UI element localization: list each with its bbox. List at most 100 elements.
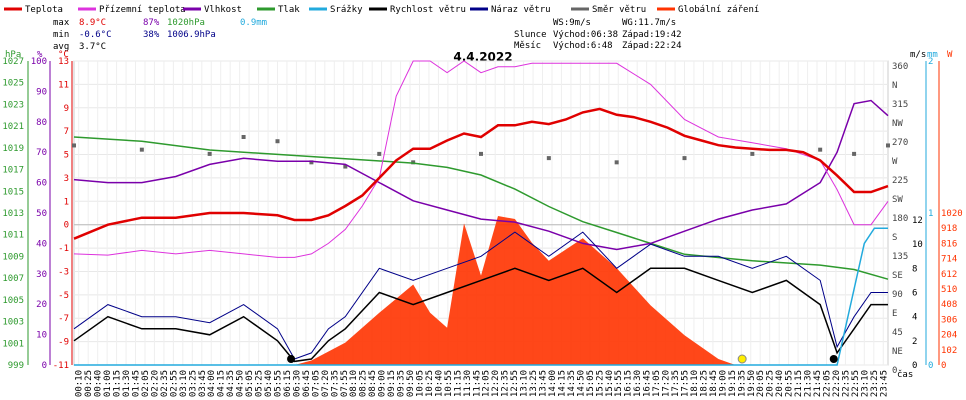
- c-tick-label: -9: [58, 338, 69, 348]
- point-smer-vetru: [546, 156, 551, 161]
- pct-tick-label: 0: [42, 361, 47, 371]
- axis-title-c: °C: [58, 50, 69, 60]
- time-tick-label: 11:45: [472, 370, 482, 397]
- time-tick-label: 00:25: [84, 370, 94, 397]
- point-smer-vetru: [852, 151, 857, 156]
- time-tick-label: 16:15: [624, 370, 634, 397]
- time-tick-label: 05:25: [255, 370, 265, 397]
- moon-rise: Východ:6:48: [553, 41, 613, 51]
- hpa-tick-label: 1023: [2, 100, 24, 110]
- time-tick-label: 20:25: [766, 370, 776, 397]
- time-tick-label: 23:25: [870, 370, 880, 397]
- mm-tick-label: 2: [928, 57, 933, 67]
- legend-label-smer-vetru: Směr větru: [592, 5, 646, 15]
- hpa-tick-label: 1009: [2, 252, 24, 262]
- time-tick-label: 21:30: [804, 370, 814, 397]
- time-tick-label: 04:35: [226, 370, 236, 397]
- time-tick-label: 12:35: [501, 370, 511, 397]
- time-tick-label: 17:55: [681, 370, 691, 397]
- time-tick-label: 13:10: [520, 370, 530, 397]
- ms-tick-label: 0: [912, 361, 917, 371]
- dir-tick-label: NE: [892, 347, 903, 357]
- time-tick-label: 04:15: [217, 370, 227, 397]
- time-tick-label: 08:45: [368, 370, 378, 397]
- series-tlak: [73, 136, 889, 280]
- time-tick-label: 14:00: [548, 370, 558, 397]
- stats-max-label: max: [53, 18, 70, 28]
- time-tick-label: 15:05: [586, 370, 596, 397]
- time-tick-label: 17:05: [652, 370, 662, 397]
- time-tick-label: 10:25: [425, 370, 435, 397]
- time-tick-label: 05:55: [274, 370, 284, 397]
- ms-tick-label: 8: [912, 264, 917, 274]
- time-tick-label: 13:25: [529, 370, 539, 397]
- point-smer-vetru: [411, 160, 416, 165]
- time-tick-label: 13:45: [539, 370, 549, 397]
- time-tick-label: 10:05: [415, 370, 425, 397]
- sun-label: Slunce: [514, 30, 547, 40]
- time-tick-label: 15:40: [605, 370, 615, 397]
- dir-tick-label: N: [892, 81, 897, 91]
- pct-tick-label: 30: [36, 270, 47, 280]
- w-tick-label: 204: [941, 331, 957, 341]
- stats-avg-temp: 3.7°C: [79, 42, 106, 52]
- hpa-tick-label: 999: [8, 361, 24, 371]
- point-smer-vetru: [377, 151, 382, 156]
- stats-min-temp: -0.6°C: [79, 30, 112, 40]
- stats-min-label: min: [53, 30, 69, 40]
- time-tick-label: 01:15: [113, 370, 123, 397]
- time-tick-label: 23:10: [860, 370, 870, 397]
- c-tick-label: -5: [58, 291, 69, 301]
- time-tick-label: 04:00: [207, 370, 217, 397]
- time-tick-label: 19:00: [718, 370, 728, 397]
- point-smer-vetru: [343, 164, 348, 169]
- time-tick-label: 22:35: [841, 370, 851, 397]
- pct-tick-label: 100: [31, 57, 47, 67]
- time-tick-label: 12:55: [510, 370, 520, 397]
- w-tick-label: 1020: [941, 209, 963, 219]
- legend: Teplota Přízemní teplota Vlhkost Tlak Sr…: [4, 5, 759, 15]
- series-vlhkost: [73, 99, 889, 251]
- pct-tick-label: 10: [36, 331, 47, 341]
- time-tick-label: 05:05: [245, 370, 255, 397]
- time-tick-label: 01:00: [103, 370, 113, 397]
- time-tick-label: 02:20: [150, 370, 160, 397]
- point-smer-vetru: [309, 160, 314, 165]
- wind-speed-max: WS:9m/s: [553, 18, 591, 28]
- hpa-tick-label: 1001: [2, 339, 24, 349]
- stats-max-temp: 8.9°C: [79, 18, 106, 28]
- time-tick-label: 14:15: [557, 370, 567, 397]
- dir-tick-label: 180: [892, 214, 908, 224]
- w-tick-label: 714: [941, 255, 957, 265]
- series-layer: [72, 60, 890, 366]
- stats-block: max 8.9°C 87% 1020hPa 0.9mm min -0.6°C 3…: [53, 18, 267, 52]
- series-srazky: [74, 227, 888, 366]
- time-tick-label: 17:35: [671, 370, 681, 397]
- pct-tick-label: 80: [36, 118, 47, 128]
- legend-label-globalni-zareni: Globální záření: [678, 5, 759, 15]
- point-smer-vetru: [750, 151, 755, 156]
- w-tick-label: 306: [941, 315, 957, 325]
- pct-tick-label: 40: [36, 239, 47, 249]
- hpa-tick-label: 1003: [2, 318, 24, 328]
- wind-gust-max: WG:11.7m/s: [622, 18, 676, 28]
- hpa-tick-label: 1011: [2, 231, 24, 241]
- time-tick-label: 02:55: [169, 370, 179, 397]
- w-tick-label: 510: [941, 285, 957, 295]
- w-tick-label: 0: [941, 361, 946, 371]
- time-tick-label: 00:40: [94, 370, 104, 397]
- time-tick-label: 12:20: [491, 370, 501, 397]
- pct-tick-label: 50: [36, 209, 47, 219]
- hpa-tick-label: 1005: [2, 296, 24, 306]
- legend-label-naraz-vetru: Náraz větru: [491, 5, 551, 15]
- time-tick-label: 08:10: [349, 370, 359, 397]
- dir-tick-label: S: [892, 233, 897, 243]
- time-tick-label: 14:50: [576, 370, 586, 397]
- w-tick-label: 918: [941, 224, 957, 234]
- c-tick-label: 7: [64, 127, 69, 137]
- time-tick-label: 03:25: [188, 370, 198, 397]
- point-smer-vetru: [818, 147, 823, 152]
- hpa-tick-label: 1019: [2, 144, 24, 154]
- time-tick-label: 06:45: [302, 370, 312, 397]
- point-smer-vetru: [241, 135, 246, 139]
